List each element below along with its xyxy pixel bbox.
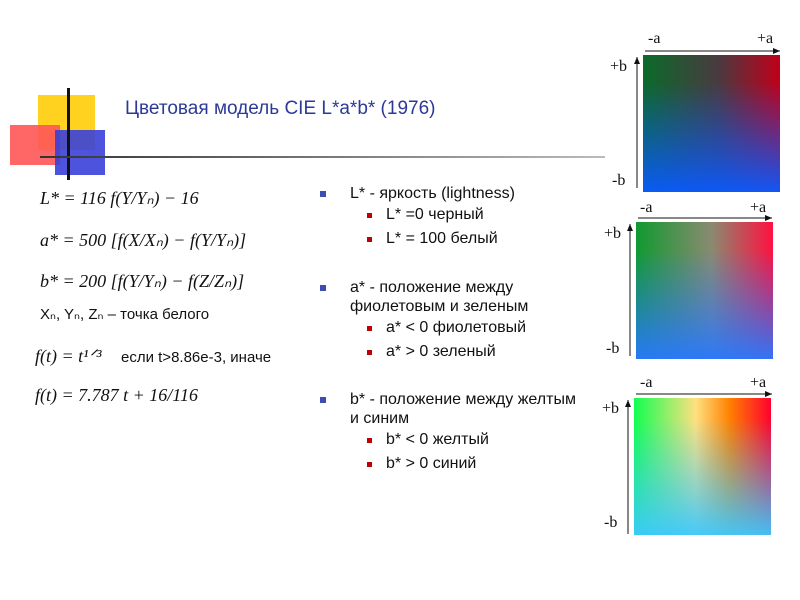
axis-label: -a — [640, 374, 653, 391]
axis-label: +b — [604, 225, 622, 242]
bullet-group: L* - яркость (lightness) L* =0 черный L*… — [320, 184, 580, 251]
formula: f(t) = t¹ᐟ³ — [35, 346, 102, 366]
sub-bullet: b* < 0 желтый — [320, 428, 580, 452]
axis-label: +a — [750, 374, 767, 391]
deco — [10, 125, 60, 165]
axis-label: -b — [606, 340, 620, 357]
axis-label: +a — [757, 30, 774, 47]
axis-label: -b — [604, 514, 618, 531]
deco — [55, 130, 105, 175]
color-square — [634, 398, 771, 535]
condition: если t>8.86e-3, иначе — [121, 349, 272, 366]
formula: b* = 200 [f(Y/Yₙ) − f(Z/Zₙ)] — [40, 271, 245, 291]
color-square — [643, 55, 780, 192]
sub-bullet: a* < 0 фиолетовый — [320, 316, 580, 340]
color-square — [636, 222, 773, 359]
bullet-group: b* - положение между желтым и синим b* <… — [320, 390, 580, 476]
sub-bullet: b* > 0 синий — [320, 452, 580, 476]
bullet: a* - положение между фиолетовым и зелены… — [320, 278, 580, 316]
divider — [40, 156, 605, 158]
bullet-group: a* - положение между фиолетовым и зелены… — [320, 278, 580, 364]
white-point: Xₙ, Yₙ, Zₙ – точка белого — [40, 306, 210, 323]
bullet: b* - положение между желтым и синим — [320, 390, 580, 428]
formula: f(t) = 7.787 t + 16/116 — [35, 385, 198, 405]
axis-label: +b — [610, 58, 628, 75]
bullet: L* - яркость (lightness) — [320, 184, 580, 203]
axis-label: -a — [648, 30, 661, 47]
deco — [67, 88, 70, 180]
sub-bullet: L* =0 черный — [320, 203, 580, 227]
sub-bullet: a* > 0 зеленый — [320, 340, 580, 364]
axis-label: +b — [602, 400, 620, 417]
axis-label: -a — [640, 199, 653, 216]
formula: a* = 500 [f(X/Xₙ) − f(Y/Yₙ)] — [40, 230, 247, 250]
axis-label: +a — [750, 199, 767, 216]
formula: L* = 116 f(Y/Yₙ) − 16 — [40, 188, 199, 208]
axis-label: -b — [612, 172, 626, 189]
title: Цветовая модель CIE L*a*b* (1976) — [125, 98, 436, 119]
sub-bullet: L* = 100 белый — [320, 227, 580, 251]
